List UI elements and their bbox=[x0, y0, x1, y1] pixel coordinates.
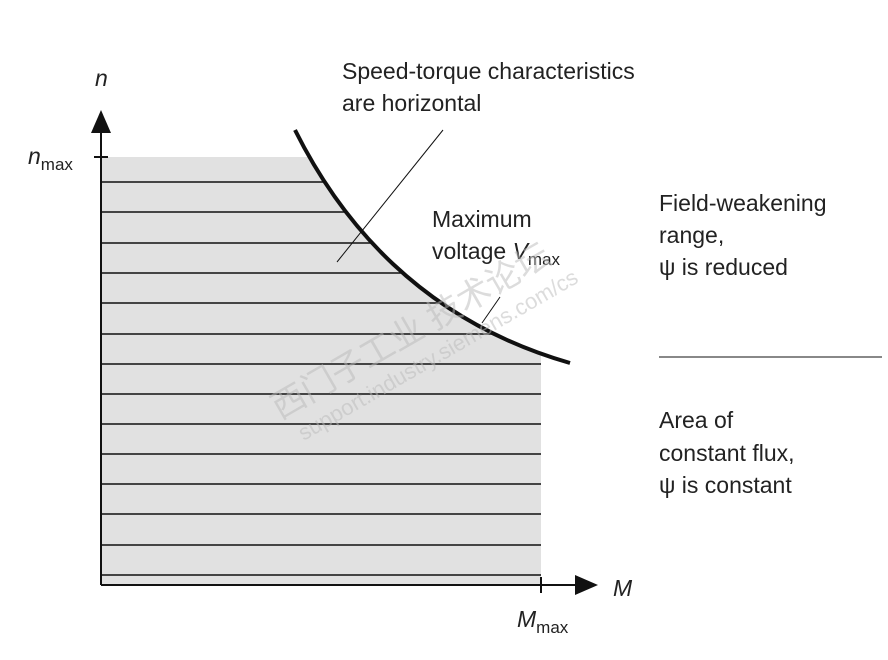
x-label: M bbox=[613, 575, 633, 601]
hatch-lines bbox=[101, 181, 541, 576]
y-arrow bbox=[91, 110, 111, 133]
annotation: voltage Vmax bbox=[432, 238, 561, 269]
sub: max bbox=[41, 155, 74, 174]
x-max-label: Mmax bbox=[517, 606, 569, 637]
leader bbox=[481, 296, 501, 324]
main: n bbox=[28, 143, 41, 169]
voltage-curve bbox=[293, 129, 571, 365]
sub: max bbox=[528, 250, 561, 269]
y-max-label: nmax bbox=[28, 143, 73, 174]
var: V bbox=[513, 238, 531, 264]
y-label: n bbox=[95, 65, 108, 91]
region-label: Field-weakening bbox=[659, 190, 826, 216]
main: M bbox=[517, 606, 537, 632]
region-label: ψ is reduced bbox=[659, 254, 788, 280]
annotation: Speed-torque characteristics bbox=[342, 58, 635, 84]
x-arrow bbox=[575, 575, 598, 595]
leader bbox=[336, 129, 444, 263]
region-label: Area of bbox=[659, 407, 734, 433]
annotation: Maximum bbox=[432, 206, 532, 232]
annotation: are horizontal bbox=[342, 90, 481, 116]
region-label: ψ is constant bbox=[659, 472, 792, 498]
sub: max bbox=[536, 618, 569, 637]
region-label: range, bbox=[659, 222, 724, 248]
region-label: constant flux, bbox=[659, 440, 795, 466]
text: voltage bbox=[432, 238, 513, 264]
